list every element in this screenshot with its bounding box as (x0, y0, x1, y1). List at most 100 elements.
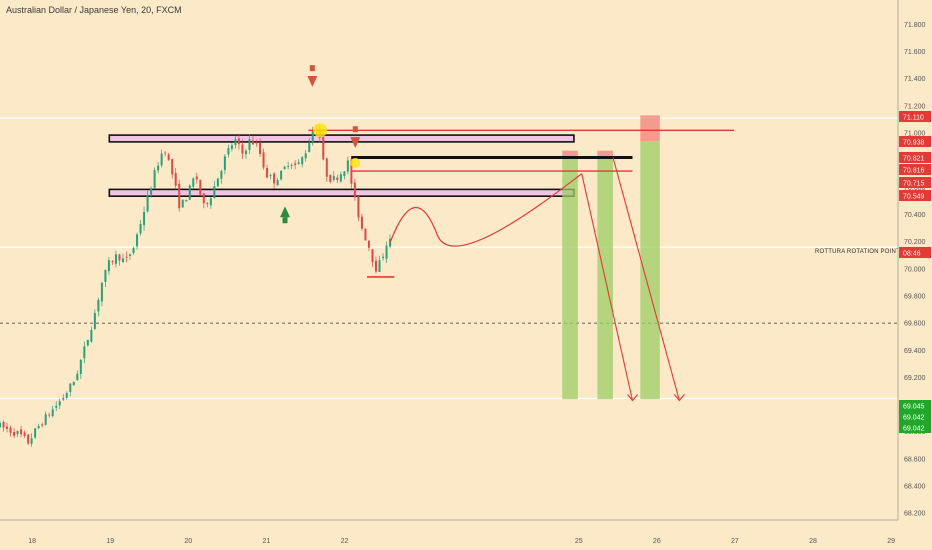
y-tick-label: 69.800 (904, 293, 926, 300)
candle-body (248, 139, 251, 150)
candle-body (195, 176, 198, 180)
candle-body (37, 426, 40, 429)
candle-body (322, 137, 325, 160)
x-tick-label: 22 (341, 538, 349, 545)
y-tick-label: 70.600 (904, 185, 926, 192)
y-tick-label: 71.800 (904, 22, 926, 29)
candle-body (104, 269, 107, 282)
candle-body (69, 383, 72, 392)
candle-body (185, 200, 188, 202)
price-badge-label: 70.821 (903, 156, 925, 163)
projection-arrow-1-head (627, 394, 638, 402)
candle-body (230, 145, 233, 149)
candle-body (86, 339, 89, 346)
price-badge (899, 164, 931, 175)
down-arrow-stem (309, 65, 315, 72)
candle-body (6, 426, 9, 429)
candle-body (188, 185, 191, 200)
candle-body (164, 152, 167, 154)
price-badge (899, 111, 931, 122)
candle-body (9, 427, 12, 433)
candle-body (374, 260, 377, 272)
price-badge (899, 400, 931, 411)
candle-body (385, 245, 388, 259)
candle-body (157, 165, 160, 171)
up-arrow-icon (280, 206, 291, 218)
candle-body (220, 171, 223, 179)
candle-body (20, 429, 23, 435)
candle-body (360, 216, 363, 229)
candle-body (378, 260, 381, 272)
candle-body (332, 176, 335, 181)
candle-body (90, 329, 93, 342)
x-tick-label: 26 (653, 538, 661, 545)
candle-body (227, 148, 230, 155)
candle-body (202, 193, 205, 204)
price-badge-label: 70.549 (903, 194, 925, 201)
candle-body (181, 199, 184, 208)
candle-body (118, 254, 121, 261)
y-tick-label: 70.400 (904, 212, 926, 219)
price-badge (899, 136, 931, 147)
candle-body (107, 260, 110, 272)
candle-body (287, 166, 290, 167)
x-tick-label: 20 (184, 538, 192, 545)
candle-body (252, 140, 255, 145)
price-badge-label: 69.042 (903, 426, 925, 433)
candle-body (150, 188, 153, 195)
candle-body (132, 247, 135, 253)
candle-body (76, 373, 79, 381)
down-arrow-icon (350, 137, 361, 148)
projected-path (389, 173, 583, 247)
candle-body (371, 249, 374, 263)
candle-body (367, 240, 370, 248)
price-badge-label: 69.045 (903, 404, 925, 411)
rotation-point-annotation: ROTTURA ROTATION POINT (815, 249, 900, 255)
candle-body (65, 393, 68, 398)
stop-zone (562, 150, 578, 158)
down-arrow-stem (352, 126, 358, 133)
candle-body (283, 166, 286, 170)
candle-body (111, 261, 114, 263)
candle-body (83, 346, 86, 359)
y-tick-label: 71.000 (904, 131, 926, 138)
price-badge (899, 422, 931, 433)
candle-body (93, 313, 96, 329)
candle-body (146, 195, 149, 212)
candle-body (336, 177, 339, 180)
candle-body (382, 256, 385, 259)
candle-body (308, 142, 311, 153)
candle-body (62, 398, 65, 400)
drawings (280, 65, 735, 402)
candle-body (297, 162, 300, 165)
x-tick-label: 18 (28, 538, 36, 545)
y-tick-label: 71.600 (904, 49, 926, 56)
candle-body (44, 414, 47, 425)
candle-body (311, 131, 314, 143)
candle-body (55, 405, 58, 408)
candle-body (34, 428, 37, 438)
y-tick-label: 70.000 (904, 266, 926, 273)
candle-body (136, 234, 139, 247)
candle-body (58, 401, 61, 406)
candle-body (51, 409, 54, 417)
x-tick-label: 27 (731, 538, 739, 545)
y-tick-label: 69.200 (904, 375, 926, 382)
candle-body (79, 359, 82, 375)
x-tick-label: 19 (106, 538, 114, 545)
candle-body (206, 203, 209, 205)
price-badge-label: 71.110 (903, 115, 924, 122)
price-axis-panel (898, 0, 932, 550)
candle-body (143, 211, 146, 226)
candle-body (294, 163, 297, 165)
candle-body (0, 422, 1, 427)
candle-body (353, 182, 356, 198)
price-badge (899, 411, 931, 422)
target-zone (640, 141, 660, 400)
price-badge-label: 70.715 (903, 181, 925, 188)
candle-body (357, 196, 360, 218)
candle-body (276, 180, 279, 186)
candle-body (329, 174, 332, 182)
